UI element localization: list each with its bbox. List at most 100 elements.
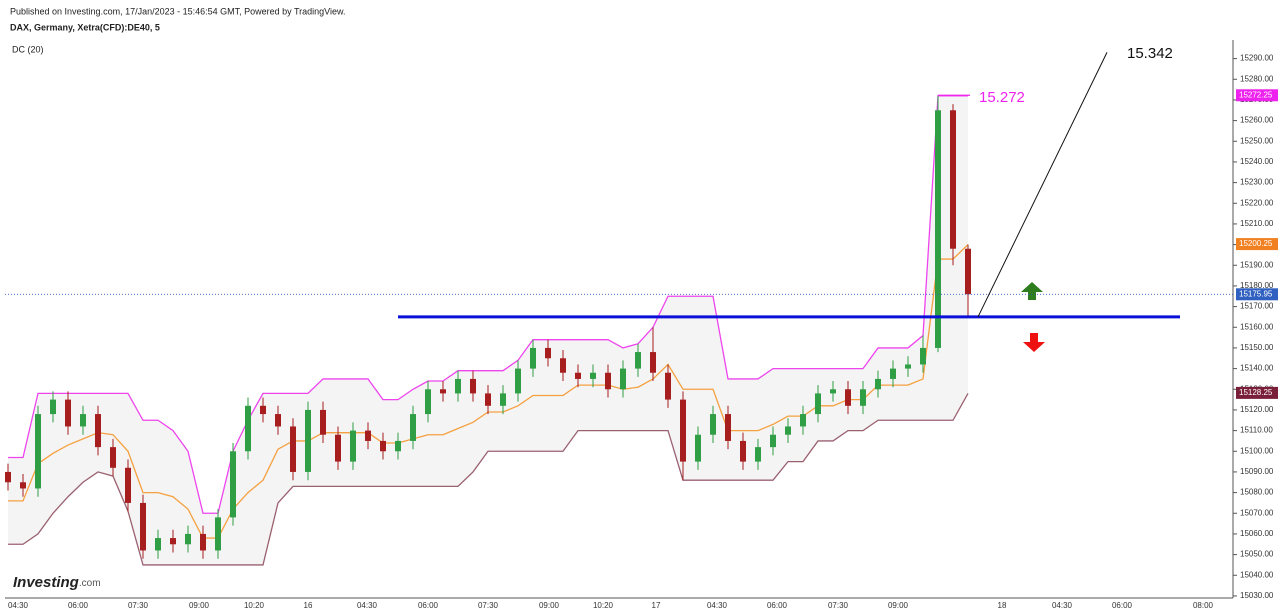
x-tick-label: 10:20	[244, 601, 265, 610]
channel-line	[8, 393, 969, 566]
candle-body	[5, 471, 11, 483]
candle-body	[590, 372, 596, 379]
candle-body	[110, 447, 116, 468]
candle-body	[635, 352, 641, 369]
candle-body	[950, 110, 956, 249]
y-tick-label: 15150.00	[1240, 343, 1274, 352]
candle-body	[905, 364, 911, 369]
candle-body	[20, 482, 26, 489]
x-tick-label: 18	[998, 601, 1007, 610]
candle-body	[140, 502, 146, 551]
instrument: DAX, Germany, Xetra(CFD):DE40, 5	[10, 22, 160, 32]
x-tick-label: 16	[304, 601, 313, 610]
candle-body	[290, 426, 296, 472]
y-tick-label: 15250.00	[1240, 136, 1274, 145]
logo-main: Investing	[13, 574, 79, 591]
candle-body	[305, 409, 311, 472]
candle-body	[470, 378, 476, 394]
y-tick-label: 15070.00	[1240, 508, 1274, 517]
candle-body	[245, 405, 251, 452]
candle-body	[830, 389, 836, 394]
y-tick-label: 15100.00	[1240, 446, 1274, 455]
x-tick-label: 10:20	[593, 601, 614, 610]
candle-body	[155, 538, 161, 551]
y-tick-label: 15080.00	[1240, 488, 1274, 497]
annotation: 15.342	[1127, 45, 1173, 62]
x-tick-label: 07:30	[128, 601, 149, 610]
candle-body	[125, 467, 131, 503]
candle-body	[395, 440, 401, 452]
channel-line	[8, 95, 968, 514]
candle-body	[815, 393, 821, 415]
y-tick-label: 15180.00	[1240, 281, 1274, 290]
y-tick-label: 15290.00	[1240, 54, 1274, 63]
candle-body	[860, 389, 866, 406]
x-tick-label: 06:00	[1112, 601, 1133, 610]
candle-body	[455, 378, 461, 394]
candle-body	[95, 414, 101, 448]
x-tick-label: 04:30	[1052, 601, 1073, 610]
x-tick-label: 06:00	[68, 601, 89, 610]
candle-body	[410, 414, 416, 441]
candle-body	[665, 372, 671, 400]
candle-body	[215, 517, 221, 551]
candle-body	[350, 430, 356, 462]
y-tick-label: 15170.00	[1240, 302, 1274, 311]
y-tick-label: 15260.00	[1240, 116, 1274, 125]
y-tick-label: 15060.00	[1240, 529, 1274, 538]
y-tick-label: 15280.00	[1240, 74, 1274, 83]
x-tick-label: 09:00	[539, 601, 560, 610]
y-tick-label: 15240.00	[1240, 157, 1274, 166]
candle-body	[485, 393, 491, 406]
x-tick-label: 04:30	[8, 601, 29, 610]
candle-body	[515, 368, 521, 394]
x-tick-label: 17	[652, 601, 661, 610]
x-tick-label: 06:00	[767, 601, 788, 610]
candle-body	[770, 434, 776, 448]
candle-body	[800, 414, 806, 427]
candle-body	[425, 389, 431, 415]
candle-body	[575, 372, 581, 379]
price-label-box	[1236, 238, 1278, 251]
y-tick-label: 15090.00	[1240, 467, 1274, 476]
x-tick-label: 08:00	[1193, 601, 1214, 610]
candle-body	[890, 368, 896, 379]
price-label: 15128.25	[1239, 388, 1273, 397]
y-tick-label: 15050.00	[1240, 550, 1274, 559]
candle-body	[845, 389, 851, 406]
candle-body	[440, 389, 446, 394]
candle-body	[725, 414, 731, 441]
price-label-box	[1236, 89, 1278, 102]
x-tick-label: 06:00	[418, 601, 439, 610]
candle-body	[80, 414, 86, 427]
y-tick-label: 15030.00	[1240, 591, 1274, 600]
price-label-box	[1236, 288, 1278, 301]
published-note: Published on Investing.com, 17/Jan/2023 …	[10, 6, 346, 16]
indicator-name: DC (20)	[12, 44, 44, 54]
candle-body	[50, 399, 56, 415]
candle-body	[620, 368, 626, 390]
y-tick-label: 15220.00	[1240, 198, 1274, 207]
candle-body	[320, 409, 326, 435]
x-tick-label: 04:30	[357, 601, 378, 610]
candle-body	[380, 440, 386, 452]
candle-body	[185, 533, 191, 545]
logo: Investing.com	[13, 574, 101, 591]
candle-body	[785, 426, 791, 435]
up-arrow	[1021, 282, 1043, 300]
candle-body	[560, 358, 566, 373]
y-tick-label: 15110.00	[1240, 426, 1273, 435]
channel-fill	[8, 95, 968, 565]
y-tick-label: 15040.00	[1240, 570, 1274, 579]
candle-body	[65, 399, 71, 427]
candle-body	[260, 405, 266, 415]
candle-body	[530, 347, 536, 369]
candle-body	[545, 347, 551, 359]
candle-body	[35, 414, 41, 489]
candle-body	[965, 248, 971, 295]
candle-body	[710, 414, 716, 435]
annotation: 15.272	[979, 89, 1025, 106]
y-tick-label: 15160.00	[1240, 322, 1274, 331]
x-tick-label: 07:30	[478, 601, 499, 610]
